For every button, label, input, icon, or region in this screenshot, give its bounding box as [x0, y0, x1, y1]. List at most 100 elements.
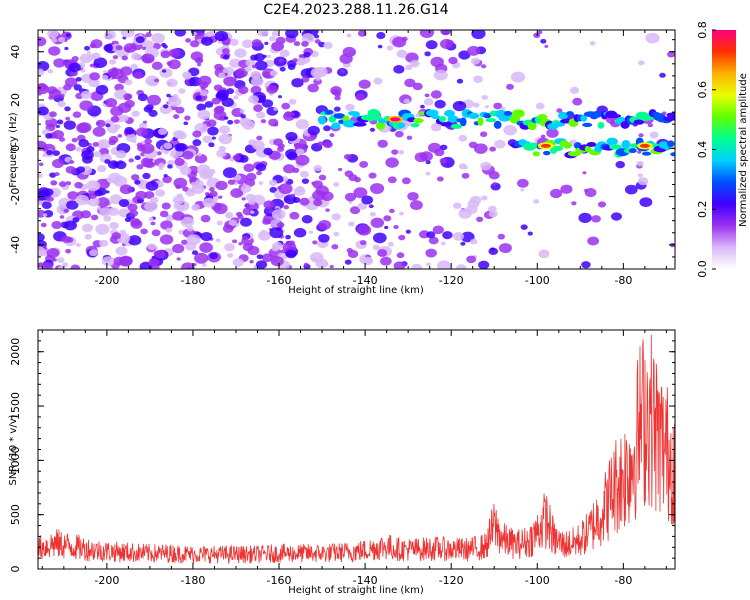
heat-cell — [95, 84, 109, 95]
heat-cell — [329, 264, 334, 269]
heat-cell — [164, 151, 169, 155]
heat-cell — [64, 106, 71, 112]
heat-cell — [323, 140, 333, 149]
heat-cell — [256, 135, 263, 141]
heat-cell — [207, 126, 219, 136]
heat-cell — [90, 214, 99, 221]
heat-cell — [163, 142, 173, 150]
heat-cell — [272, 241, 283, 250]
heat-cell — [498, 243, 512, 254]
band-cell — [537, 113, 548, 121]
colorbar-tick-label: 0.0 — [696, 260, 709, 278]
band-cell — [397, 122, 406, 129]
heat-cell — [292, 58, 298, 63]
heat-cell — [58, 181, 67, 188]
heat-cell — [75, 76, 82, 82]
heat-cell — [211, 136, 216, 140]
heat-cell — [300, 170, 309, 178]
heat-cell — [151, 32, 165, 44]
heat-cell — [41, 201, 52, 210]
heat-cell — [151, 61, 163, 71]
band-cell — [331, 122, 341, 130]
heat-cell — [222, 54, 230, 60]
heat-cell — [487, 205, 497, 213]
heat-cell — [228, 219, 237, 227]
heat-cell — [639, 197, 653, 208]
heat-cell — [480, 161, 492, 171]
heat-cell — [385, 157, 399, 168]
heat-cell — [256, 111, 266, 119]
heat-cell — [556, 108, 563, 113]
heat-cell — [624, 184, 638, 195]
heat-cell — [89, 72, 101, 81]
heat-cell — [242, 207, 253, 216]
heat-cell — [62, 262, 69, 268]
heat-cell — [238, 242, 243, 246]
heat-cell — [255, 163, 267, 172]
heat-cell — [174, 30, 186, 37]
heat-cell — [251, 39, 262, 47]
heat-cell — [409, 200, 423, 211]
heat-cell — [222, 167, 237, 179]
heat-cell — [344, 259, 352, 265]
heat-cell — [81, 155, 93, 164]
heat-cell — [132, 139, 137, 144]
heat-cell — [303, 262, 309, 267]
heat-cell — [135, 36, 145, 44]
heat-cell — [380, 256, 392, 266]
heat-cell — [59, 215, 65, 219]
heat-cell — [105, 123, 111, 128]
heat-cell — [124, 217, 132, 223]
heat-cell — [261, 229, 266, 234]
heat-cell — [136, 127, 148, 137]
band-cell — [628, 148, 637, 154]
heat-cell — [488, 171, 500, 180]
heat-cell — [95, 223, 110, 235]
heat-cell — [142, 172, 151, 180]
heat-cell — [242, 39, 254, 48]
heat-cell — [301, 33, 315, 44]
heat-cell — [161, 69, 167, 73]
band-cell — [353, 122, 367, 127]
heat-cell — [134, 179, 141, 185]
heat-cell — [497, 233, 506, 240]
heat-cell — [119, 184, 133, 195]
snr-x-ticks: -200 -180 -160 -140 -120 -100 -80 — [41, 330, 667, 587]
heat-cell — [42, 146, 49, 152]
heat-cell — [96, 197, 110, 208]
x-tick-label: -200 — [94, 574, 119, 587]
heat-cell — [546, 128, 559, 138]
heat-cell — [271, 30, 280, 37]
heat-cell — [165, 227, 173, 233]
heat-cell — [229, 38, 239, 47]
heat-cell — [181, 262, 195, 269]
heat-cell — [101, 74, 109, 81]
heat-cell — [645, 32, 660, 44]
heat-cell — [430, 56, 444, 68]
heat-cell — [424, 51, 431, 57]
heat-cell — [97, 165, 107, 173]
heat-cell — [76, 166, 85, 173]
band-cell — [376, 121, 386, 130]
heat-cell — [540, 134, 546, 139]
heat-cell — [261, 253, 274, 262]
heat-cell — [227, 179, 236, 185]
heat-cell — [55, 124, 60, 129]
heat-cell — [392, 36, 407, 48]
heat-cell — [412, 82, 423, 91]
colorbar-ticks: 0.8 0.6 0.4 0.2 0.0 — [696, 21, 716, 278]
heat-cell — [184, 115, 191, 121]
heat-cell — [134, 155, 141, 161]
heat-cell — [79, 100, 93, 111]
heat-cell — [348, 221, 355, 227]
heat-cell — [240, 184, 252, 193]
heat-cell — [343, 154, 352, 160]
heat-cell — [290, 193, 296, 198]
heat-cell — [244, 66, 252, 72]
band-cell — [557, 111, 569, 120]
heat-cell — [235, 67, 248, 78]
heat-cell — [213, 106, 224, 115]
band-cell — [584, 145, 592, 152]
heat-cell — [218, 133, 233, 145]
heat-cell — [123, 93, 133, 100]
